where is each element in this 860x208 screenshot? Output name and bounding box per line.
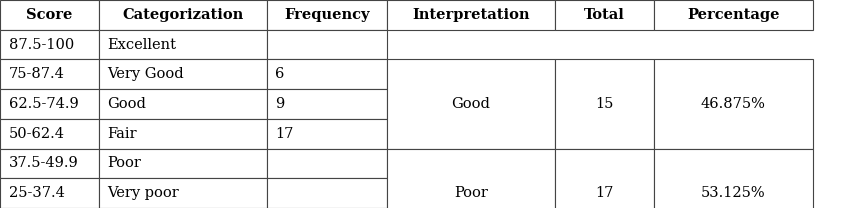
FancyBboxPatch shape <box>387 149 555 208</box>
FancyBboxPatch shape <box>99 30 267 59</box>
FancyBboxPatch shape <box>0 89 99 119</box>
Text: Fair: Fair <box>108 127 137 141</box>
FancyBboxPatch shape <box>0 149 99 178</box>
FancyBboxPatch shape <box>99 89 267 119</box>
FancyBboxPatch shape <box>99 119 267 149</box>
Text: Percentage: Percentage <box>687 8 779 22</box>
FancyBboxPatch shape <box>555 59 654 149</box>
Text: 17: 17 <box>595 186 613 200</box>
Text: Very Good: Very Good <box>108 67 184 81</box>
FancyBboxPatch shape <box>99 59 267 89</box>
Text: Good: Good <box>452 97 490 111</box>
Text: 25-37.4: 25-37.4 <box>9 186 64 200</box>
Text: 50-62.4: 50-62.4 <box>9 127 64 141</box>
FancyBboxPatch shape <box>99 178 267 208</box>
Text: Good: Good <box>108 97 146 111</box>
FancyBboxPatch shape <box>0 0 99 30</box>
Text: 53.125%: 53.125% <box>701 186 765 200</box>
Text: 15: 15 <box>595 97 613 111</box>
Text: Interpretation: Interpretation <box>412 8 530 22</box>
FancyBboxPatch shape <box>654 59 813 149</box>
FancyBboxPatch shape <box>267 59 387 89</box>
FancyBboxPatch shape <box>555 0 654 30</box>
FancyBboxPatch shape <box>267 149 387 178</box>
FancyBboxPatch shape <box>99 0 267 30</box>
Text: Poor: Poor <box>454 186 488 200</box>
Text: Total: Total <box>584 8 624 22</box>
FancyBboxPatch shape <box>0 119 99 149</box>
FancyBboxPatch shape <box>267 0 387 30</box>
Text: 17: 17 <box>275 127 293 141</box>
Text: Score: Score <box>27 8 72 22</box>
Text: 87.5-100: 87.5-100 <box>9 38 74 52</box>
Text: 9: 9 <box>275 97 285 111</box>
Text: Very poor: Very poor <box>108 186 179 200</box>
FancyBboxPatch shape <box>99 149 267 178</box>
FancyBboxPatch shape <box>654 0 813 30</box>
FancyBboxPatch shape <box>387 59 555 149</box>
FancyBboxPatch shape <box>267 30 387 59</box>
Text: Excellent: Excellent <box>108 38 176 52</box>
Text: Poor: Poor <box>108 156 141 170</box>
Text: Frequency: Frequency <box>284 8 370 22</box>
FancyBboxPatch shape <box>387 0 555 30</box>
Text: 46.875%: 46.875% <box>701 97 765 111</box>
Text: 62.5-74.9: 62.5-74.9 <box>9 97 78 111</box>
Text: Categorization: Categorization <box>122 8 243 22</box>
Text: 6: 6 <box>275 67 285 81</box>
Text: 37.5-49.9: 37.5-49.9 <box>9 156 78 170</box>
Text: 75-87.4: 75-87.4 <box>9 67 64 81</box>
FancyBboxPatch shape <box>0 59 99 89</box>
FancyBboxPatch shape <box>0 30 99 59</box>
FancyBboxPatch shape <box>555 149 654 208</box>
FancyBboxPatch shape <box>267 119 387 149</box>
FancyBboxPatch shape <box>0 178 99 208</box>
FancyBboxPatch shape <box>654 149 813 208</box>
FancyBboxPatch shape <box>267 89 387 119</box>
FancyBboxPatch shape <box>267 178 387 208</box>
